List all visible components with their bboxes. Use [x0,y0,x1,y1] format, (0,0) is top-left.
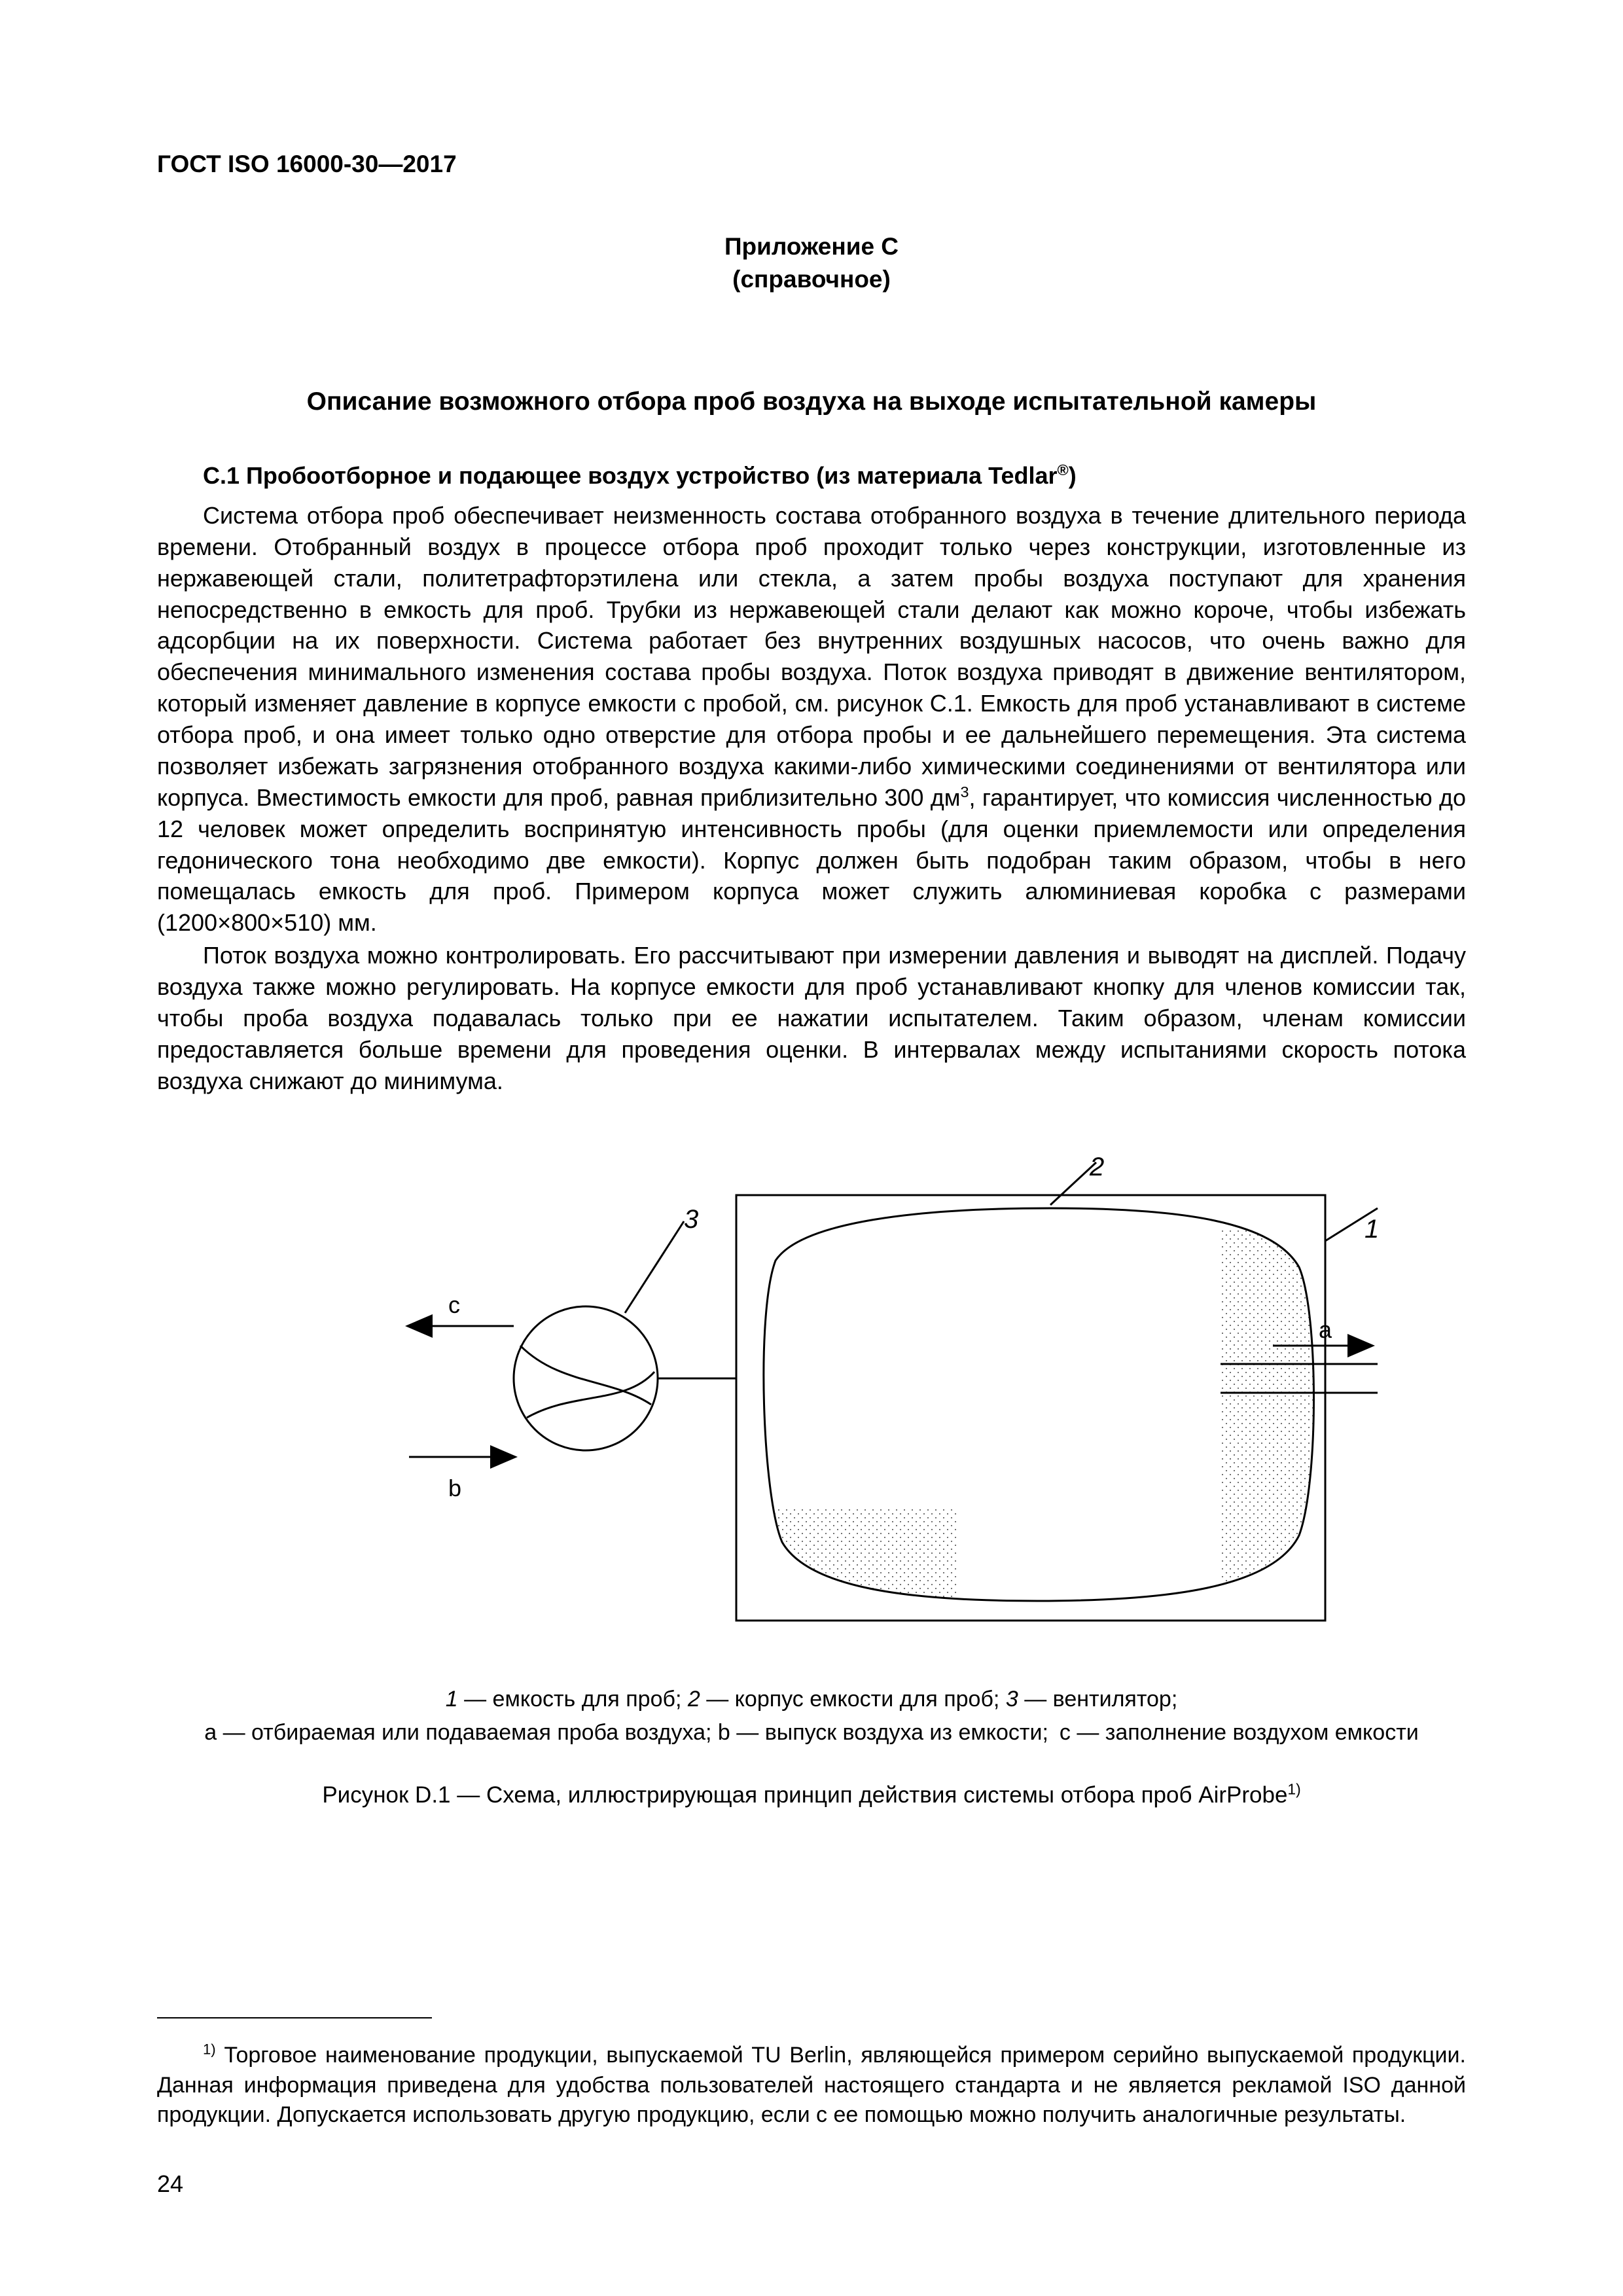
footnote-text: Торговое наименование продукции, выпуска… [157,2043,1466,2126]
annex-type: (справочное) [732,266,891,293]
legend-line2: a — отбираемая или подаваемая проба возд… [204,1720,1419,1745]
footnote-marker: 1) [203,2041,216,2058]
legend-2-num: 2 [688,1687,700,1712]
figure: 1 2 3 a b c 1 — емкость для проб; 2 — ко… [157,1143,1466,1808]
legend-2-text: — корпус емкости для проб; [700,1687,1006,1712]
svg-text:2: 2 [1089,1153,1104,1181]
cubic-sup: 3 [960,783,969,800]
svg-text:a: a [1319,1316,1332,1343]
legend-3-num: 3 [1006,1687,1018,1712]
legend-1-text: — емкость для проб; [458,1687,688,1712]
footnote: 1) Торговое наименование продукции, выпу… [157,2041,1466,2130]
annex-main-title: Описание возможного отбора проб воздуха … [157,387,1466,416]
section-heading-text: Пробоотборное и подающее воздух устройст… [246,462,1058,489]
airprobe-diagram: 1 2 3 a b c [239,1143,1384,1653]
paragraph-1a: Система отбора проб обеспечивает неизмен… [157,502,1466,811]
figure-legend: 1 — емкость для проб; 2 — корпус емкости… [157,1683,1466,1749]
page: ГОСТ ISO 16000-30—2017 Приложение C (спр… [0,0,1623,2296]
registered-mark: ® [1058,461,1069,478]
legend-3-text: — вентилятор; [1018,1687,1178,1712]
annex-header: Приложение C (справочное) [157,230,1466,296]
footnote-rule [157,2017,432,2018]
paragraph-2: Поток воздуха можно контролировать. Его … [157,940,1466,1096]
footnote-block: 1) Торговое наименование продукции, выпу… [157,2017,1466,2152]
document-code: ГОСТ ISO 16000-30—2017 [157,151,1466,178]
svg-text:3: 3 [684,1205,698,1234]
svg-text:b: b [448,1475,461,1501]
section-number: C.1 [203,462,240,489]
annex-label: Приложение C [724,233,899,260]
caption-text: Рисунок D.1 — Схема, иллюстрирующая прин… [322,1782,1287,1808]
svg-text:1: 1 [1364,1215,1379,1244]
section-heading-tail: ) [1069,462,1077,489]
caption-footnote-ref: 1) [1287,1780,1300,1797]
section-heading: C.1 Пробоотборное и подающее воздух устр… [157,462,1466,490]
svg-text:c: c [448,1291,460,1318]
legend-1-num: 1 [446,1687,458,1712]
figure-caption: Рисунок D.1 — Схема, иллюстрирующая прин… [157,1782,1466,1808]
page-number: 24 [157,2170,183,2198]
paragraph-1: Система отбора проб обеспечивает неизмен… [157,500,1466,939]
